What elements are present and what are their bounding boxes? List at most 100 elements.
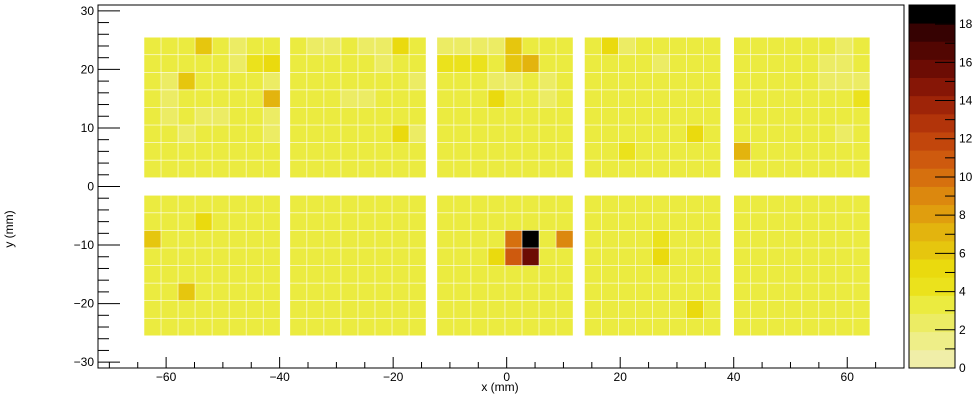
heatmap-cell bbox=[437, 160, 454, 178]
heatmap-cell bbox=[375, 107, 392, 125]
palette-band bbox=[909, 240, 955, 260]
heatmap-cell bbox=[161, 107, 178, 125]
heatmap-cell bbox=[802, 213, 819, 231]
palette-band bbox=[909, 222, 955, 242]
heatmap-cell bbox=[375, 37, 392, 55]
heatmap-cell bbox=[195, 300, 212, 318]
heatmap-cell bbox=[539, 230, 556, 248]
heatmap-cell bbox=[178, 248, 195, 266]
heatmap-cell bbox=[819, 72, 836, 90]
heatmap-cell bbox=[263, 248, 280, 266]
heatmap-cell bbox=[539, 125, 556, 143]
heatmap-cell bbox=[392, 300, 409, 318]
heatmap-cell bbox=[229, 300, 246, 318]
heatmap-cell bbox=[392, 37, 409, 55]
heatmap-cell bbox=[686, 90, 704, 108]
heatmap-cell bbox=[836, 300, 853, 318]
heatmap-cell bbox=[836, 90, 853, 108]
palette-band bbox=[909, 277, 955, 296]
heatmap-cell bbox=[618, 300, 636, 318]
x-tick-label: 60 bbox=[841, 370, 855, 384]
palette-band bbox=[909, 295, 955, 314]
y-axis-label: y (mm) bbox=[2, 210, 16, 247]
heatmap-cell bbox=[768, 90, 785, 108]
heatmap-cell bbox=[263, 318, 280, 336]
heatmap-cell bbox=[751, 248, 768, 266]
heatmap-cell bbox=[161, 248, 178, 266]
heatmap-cell bbox=[358, 160, 375, 178]
heatmap-cell bbox=[734, 107, 751, 125]
x-axis-label: x (mm) bbox=[481, 380, 518, 394]
heatmap-cell bbox=[161, 300, 178, 318]
heatmap-cell bbox=[802, 37, 819, 55]
heatmap-cell bbox=[263, 125, 280, 143]
heatmap-cell bbox=[358, 72, 375, 90]
heatmap-cell bbox=[601, 125, 619, 143]
heatmap-cell bbox=[324, 72, 341, 90]
heatmap-cell bbox=[802, 160, 819, 178]
heatmap-cell bbox=[488, 37, 505, 55]
palette-band bbox=[909, 168, 955, 187]
heatmap-cell bbox=[686, 107, 704, 125]
heatmap-cell bbox=[751, 195, 768, 213]
heatmap-cell bbox=[601, 318, 619, 336]
heatmap-cell bbox=[505, 142, 522, 160]
heatmap-cell bbox=[454, 248, 471, 266]
heatmap-cell bbox=[505, 55, 522, 73]
heatmap-cell bbox=[652, 248, 670, 266]
heatmap-cell bbox=[144, 125, 161, 143]
heatmap-cell bbox=[195, 283, 212, 301]
heatmap-cell bbox=[734, 283, 751, 301]
palette-band bbox=[909, 59, 955, 78]
heatmap-cell bbox=[618, 55, 636, 73]
heatmap-cell bbox=[601, 37, 619, 55]
heatmap-cell bbox=[488, 213, 505, 231]
heatmap-cell bbox=[392, 195, 409, 213]
heatmap-cell bbox=[263, 37, 280, 55]
heatmap-cell bbox=[703, 72, 721, 90]
heatmap-cell bbox=[618, 283, 636, 301]
heatmap-cell bbox=[212, 300, 229, 318]
heatmap-cell bbox=[505, 90, 522, 108]
heatmap-cell bbox=[307, 55, 324, 73]
heatmap-cell bbox=[618, 90, 636, 108]
heatmap-cell bbox=[307, 195, 324, 213]
heatmap-cell bbox=[785, 72, 802, 90]
heatmap-cell bbox=[819, 248, 836, 266]
heatmap-cell bbox=[785, 265, 802, 283]
heatmap-cell bbox=[522, 90, 539, 108]
heatmap-cell bbox=[229, 248, 246, 266]
heatmap-cell bbox=[229, 37, 246, 55]
heatmap-cell bbox=[703, 248, 721, 266]
heatmap-cell bbox=[471, 55, 488, 73]
heatmap-cell bbox=[669, 107, 687, 125]
heatmap-cell bbox=[263, 300, 280, 318]
heatmap-cell bbox=[601, 265, 619, 283]
heatmap-cell bbox=[751, 142, 768, 160]
heatmap-cell bbox=[802, 195, 819, 213]
heatmap-cell bbox=[341, 107, 358, 125]
heatmap-cell bbox=[652, 300, 670, 318]
heatmap-cell bbox=[618, 230, 636, 248]
heatmap-cell bbox=[635, 265, 653, 283]
heatmap-cell bbox=[522, 300, 539, 318]
heatmap-cell bbox=[734, 160, 751, 178]
heatmap-cell bbox=[652, 142, 670, 160]
heatmap-cell bbox=[437, 300, 454, 318]
heatmap-cell bbox=[144, 283, 161, 301]
heatmap-cell bbox=[686, 283, 704, 301]
heatmap-cell bbox=[358, 283, 375, 301]
heatmap-cell bbox=[785, 55, 802, 73]
heatmap-cell bbox=[819, 265, 836, 283]
heatmap-cell bbox=[454, 230, 471, 248]
heatmap-cell bbox=[144, 213, 161, 231]
heatmap-cell bbox=[556, 142, 573, 160]
heatmap-cell bbox=[409, 125, 426, 143]
heatmap-cell bbox=[686, 248, 704, 266]
heatmap-cell bbox=[212, 90, 229, 108]
heatmap-cell bbox=[324, 248, 341, 266]
heatmap-cell bbox=[307, 230, 324, 248]
heatmap-cell bbox=[409, 72, 426, 90]
heatmap-cell bbox=[802, 300, 819, 318]
heatmap-cell bbox=[556, 195, 573, 213]
